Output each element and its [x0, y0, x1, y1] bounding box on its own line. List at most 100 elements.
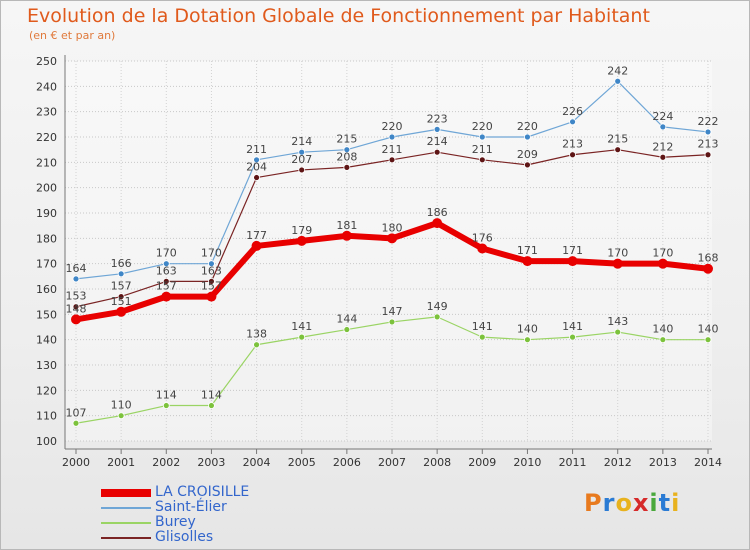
logo-letter: o — [615, 489, 633, 517]
data-point — [71, 314, 81, 325]
data-label: 157 — [156, 280, 177, 293]
y-tick-label: 110 — [36, 410, 57, 423]
x-tick-label: 2004 — [243, 456, 271, 469]
data-point — [72, 419, 80, 427]
data-point — [614, 146, 622, 154]
y-tick-label: 140 — [36, 334, 57, 347]
data-label: 110 — [111, 399, 132, 412]
data-point — [477, 243, 488, 254]
data-point — [208, 277, 215, 285]
data-point — [478, 133, 486, 141]
data-label: 170 — [201, 247, 222, 260]
data-label: 211 — [472, 143, 493, 156]
data-label: 226 — [562, 105, 583, 118]
data-point — [388, 156, 396, 164]
data-point — [116, 306, 127, 317]
y-tick-label: 170 — [36, 258, 57, 271]
data-point — [704, 128, 712, 136]
chart-title: Evolution de la Dotation Globale de Fonc… — [27, 5, 650, 27]
data-point — [343, 146, 351, 154]
data-point — [298, 333, 306, 341]
data-label: 140 — [517, 323, 538, 336]
data-label: 170 — [156, 247, 177, 260]
data-point — [524, 133, 531, 141]
data-point — [478, 156, 486, 164]
data-point — [704, 336, 712, 344]
legend-swatch — [101, 489, 151, 497]
logo-letter: t — [658, 489, 672, 517]
data-label: 204 — [246, 161, 267, 174]
x-tick-label: 2009 — [468, 456, 496, 469]
data-label: 177 — [246, 229, 267, 242]
data-label: 168 — [698, 252, 719, 265]
chart-subtitle: (en € et par an) — [29, 29, 116, 42]
legend-swatch — [101, 522, 151, 524]
y-tick-label: 160 — [36, 283, 57, 296]
data-label: 222 — [698, 115, 719, 128]
data-label: 186 — [427, 206, 448, 219]
data-point — [253, 156, 260, 164]
data-point — [206, 291, 217, 302]
data-point — [614, 77, 622, 85]
legend-swatch — [101, 507, 151, 509]
data-label: 114 — [201, 389, 222, 402]
data-point — [522, 256, 533, 267]
data-point — [567, 256, 578, 267]
y-tick-label: 150 — [36, 308, 57, 321]
data-label: 144 — [336, 313, 357, 326]
data-label: 211 — [382, 143, 403, 156]
data-label: 220 — [382, 120, 403, 133]
data-label: 179 — [291, 224, 312, 237]
data-label: 107 — [66, 406, 87, 419]
data-label: 148 — [66, 302, 87, 315]
x-tick-label: 2002 — [152, 456, 180, 469]
data-point — [208, 260, 215, 268]
data-point — [703, 263, 713, 274]
x-tick-label: 2008 — [423, 456, 451, 469]
data-point — [388, 133, 396, 141]
y-tick-label: 200 — [36, 182, 57, 195]
legend-label: Saint-Élier — [155, 499, 227, 515]
legend-item: Burey — [101, 514, 301, 530]
data-label: 141 — [291, 320, 312, 333]
legend-item: LA CROISILLE — [101, 484, 301, 500]
y-tick-label: 240 — [36, 80, 57, 93]
y-tick-label: 230 — [36, 106, 57, 119]
logo-letter: P — [584, 489, 603, 517]
legend-label: Glisolles — [155, 529, 214, 545]
data-point — [161, 291, 172, 302]
data-point — [569, 118, 576, 126]
x-tick-label: 2005 — [288, 456, 316, 469]
x-tick-label: 2011 — [559, 456, 587, 469]
data-point — [614, 328, 622, 336]
x-tick-label: 2007 — [378, 456, 406, 469]
data-label: 114 — [156, 389, 177, 402]
chart-legend: LA CROISILLE Saint-Élier Burey Glisolles — [101, 484, 301, 545]
x-tick-label: 2013 — [649, 456, 677, 469]
data-point — [524, 161, 531, 169]
x-tick-label: 2001 — [107, 456, 135, 469]
data-label: 220 — [517, 120, 538, 133]
data-label: 170 — [652, 247, 673, 260]
data-label: 157 — [201, 280, 222, 293]
x-tick-label: 2000 — [62, 456, 90, 469]
data-point — [433, 313, 441, 321]
data-point — [569, 151, 576, 159]
data-point — [478, 333, 486, 341]
data-point — [162, 402, 170, 409]
data-label: 157 — [111, 280, 132, 293]
data-label: 215 — [336, 133, 357, 146]
data-label: 242 — [607, 64, 628, 77]
plot-area — [65, 61, 712, 441]
data-point — [117, 270, 125, 278]
data-label: 163 — [156, 264, 177, 277]
data-point — [433, 125, 441, 133]
proxiti-logo: Proxiti — [584, 489, 680, 517]
data-point — [343, 326, 351, 333]
data-point — [704, 151, 712, 159]
y-tick-label: 220 — [36, 131, 57, 144]
data-label: 209 — [517, 148, 538, 161]
data-point — [659, 153, 667, 161]
data-label: 213 — [698, 138, 719, 151]
data-point — [117, 293, 125, 301]
